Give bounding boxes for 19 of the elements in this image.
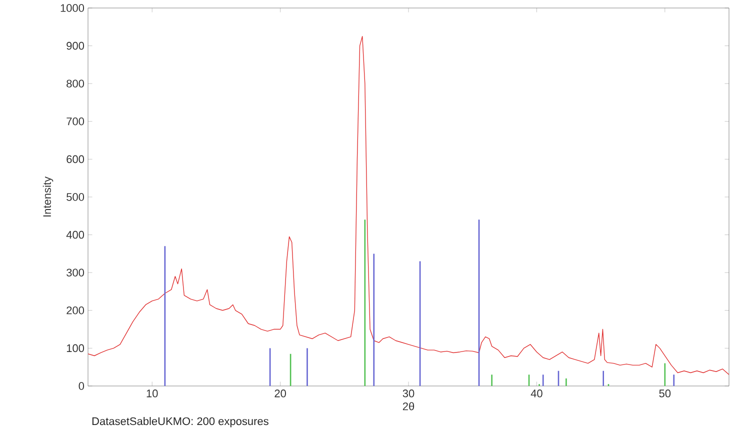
x-tick-label: 50 (659, 390, 671, 398)
y-tick-label: 800 (66, 80, 84, 88)
x-tick-label: 20 (274, 390, 286, 398)
x-tick-label: 30 (402, 390, 414, 398)
y-tick-label: 700 (66, 118, 84, 126)
x-axis-title: 2θ (402, 402, 414, 410)
y-tick-label: 500 (66, 193, 84, 201)
y-tick-label: 300 (66, 268, 84, 276)
y-tick-label: 200 (66, 306, 84, 314)
y-tick-label: 100 (66, 344, 84, 352)
text: DatasetSableUKMO: 200 exposures (92, 417, 268, 428)
y-tick-label: 1000 (60, 4, 84, 12)
y-tick-label: 400 (66, 230, 84, 239)
x-tick-label: 10 (146, 390, 158, 398)
y-tick-label: 600 (66, 155, 84, 164)
x-tick-label: 40 (530, 390, 542, 398)
y-tick-label: 900 (66, 42, 84, 50)
y-tick-label: 0 (78, 382, 84, 390)
y-axis-title: Intensity (42, 176, 54, 216)
